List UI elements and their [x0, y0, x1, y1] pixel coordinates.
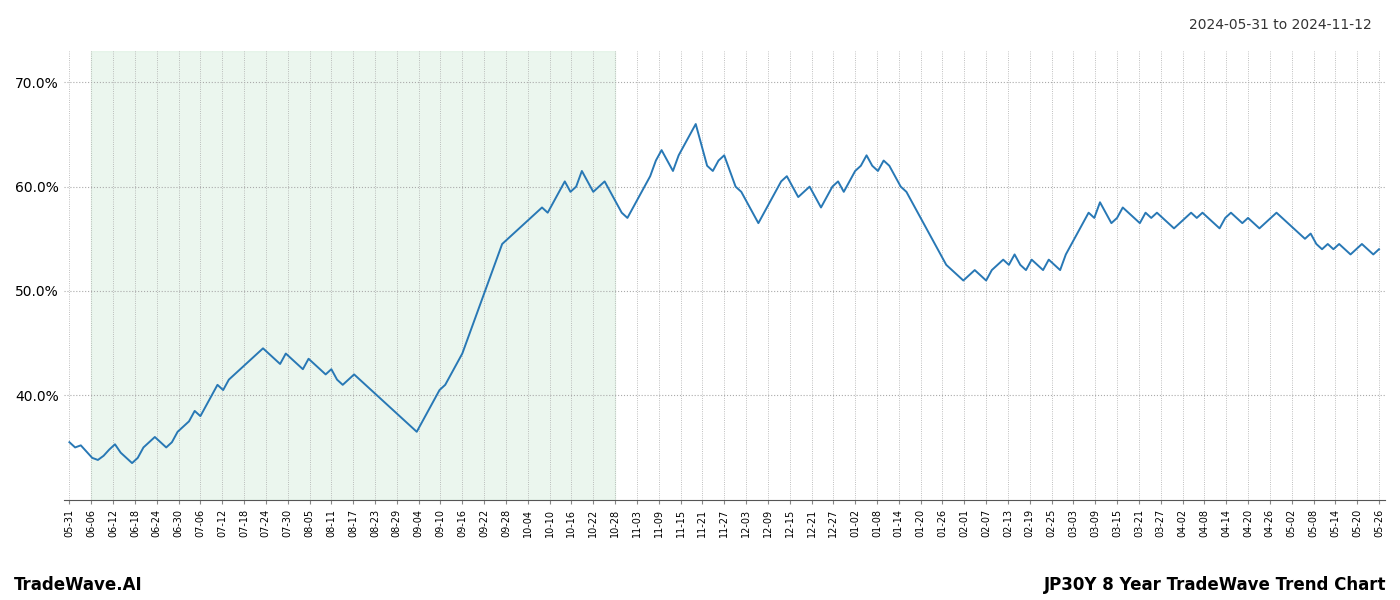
Text: JP30Y 8 Year TradeWave Trend Chart: JP30Y 8 Year TradeWave Trend Chart [1043, 576, 1386, 594]
Text: TradeWave.AI: TradeWave.AI [14, 576, 143, 594]
Text: 2024-05-31 to 2024-11-12: 2024-05-31 to 2024-11-12 [1189, 18, 1372, 32]
Bar [91, 51, 615, 500]
